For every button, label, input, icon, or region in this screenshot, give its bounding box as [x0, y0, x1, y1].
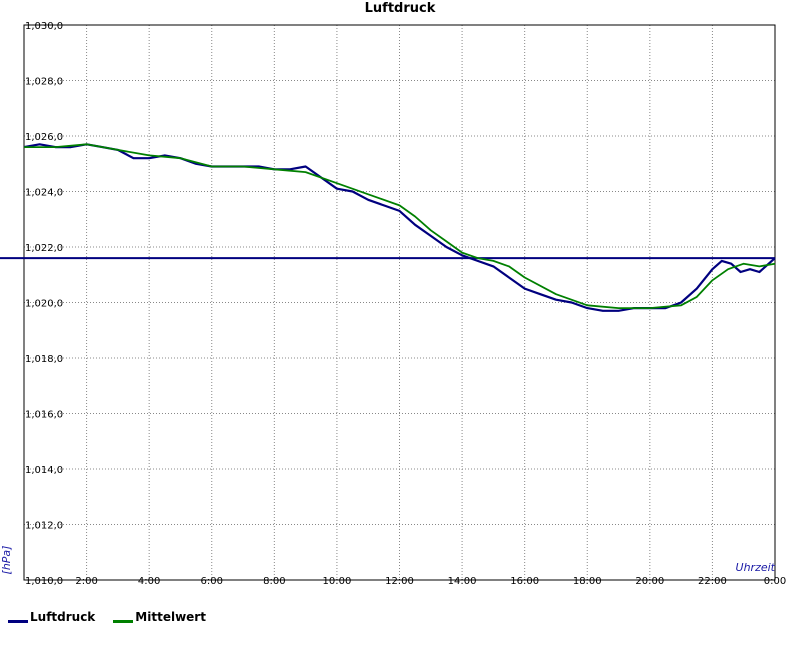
x-tick-label: 6:00 [201, 576, 223, 587]
legend-item-luftdruck: Luftdruck [8, 610, 95, 624]
tick-labels: 1,010,0 1,012,0 1,014,0 1,016,0 1,018,0 1,020… [25, 21, 786, 587]
y-axis-label: [hPa] [0, 546, 13, 575]
x-tick-label: 16:00 [510, 576, 539, 587]
y-tick-label: 1,018,0 [25, 354, 63, 365]
legend-label-luftdruck: Luftdruck [30, 610, 96, 624]
y-tick-label: 1,012,0 [25, 521, 63, 532]
y-tick-label: 1,014,0 [25, 465, 63, 476]
x-tick-label: 18:00 [573, 576, 602, 587]
x-axis-label: Uhrzeit [736, 561, 776, 574]
legend-item-mittelwert: Mittelwert [113, 610, 206, 624]
y-tick-label: 1,030,0 [25, 21, 63, 32]
y-tick-label: 1,010,0 [25, 576, 63, 587]
chart-title: Luftdruck [365, 1, 436, 16]
series-line-mittelwert [24, 143, 776, 310]
x-tick-label: 8:00 [263, 576, 285, 587]
x-tick-label: 10:00 [323, 576, 352, 587]
grid [24, 25, 775, 580]
x-tick-label: 14:00 [448, 576, 477, 587]
legend-swatch-luftdruck [8, 619, 28, 623]
x-tick-label: 4:00 [138, 576, 160, 587]
x-tick-label: 0:00 [764, 576, 786, 587]
legend-label-mittelwert: Mittelwert [135, 610, 206, 624]
x-tick-label: 2:00 [75, 576, 97, 587]
series-layer [23, 143, 776, 312]
x-tick-label: 12:00 [385, 576, 414, 587]
x-tick-label: 20:00 [635, 576, 664, 587]
y-tick-label: 1,024,0 [25, 188, 63, 199]
y-tick-label: 1,026,0 [25, 132, 63, 143]
plot-frame [23, 24, 776, 581]
y-tick-label: 1,022,0 [25, 243, 63, 254]
legend-swatch-mittelwert [113, 619, 134, 623]
y-tick-label: 1,020,0 [25, 299, 63, 310]
x-tick-label: 22:00 [698, 576, 727, 587]
y-tick-label: 1,016,0 [25, 410, 63, 421]
y-tick-label: 1,028,0 [25, 77, 63, 88]
legend: Luftdruck Mittelwert [8, 606, 224, 628]
